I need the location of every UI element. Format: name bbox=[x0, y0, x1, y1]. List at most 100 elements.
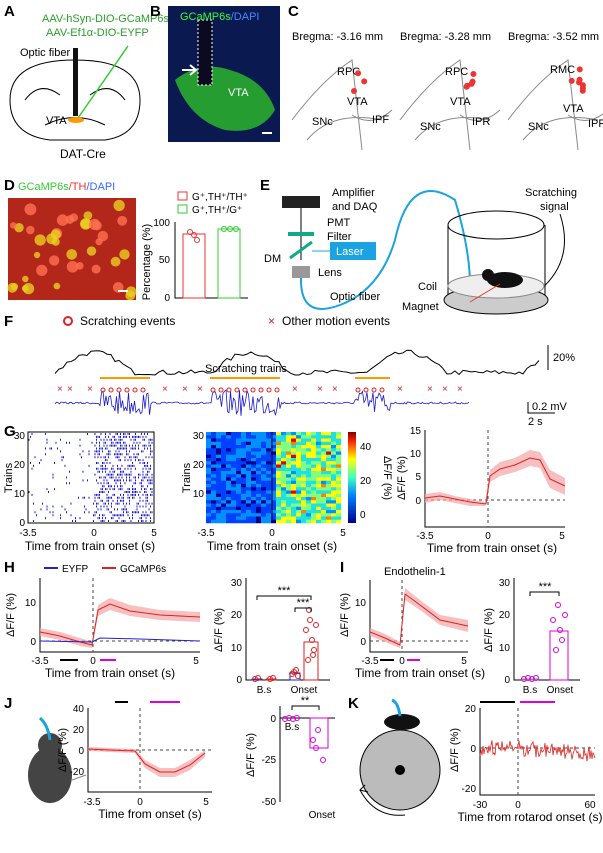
heat-cell bbox=[316, 477, 322, 481]
heat-cell bbox=[331, 493, 337, 498]
heat-cell bbox=[286, 432, 292, 436]
heat-cell bbox=[316, 490, 322, 494]
heat-cell bbox=[291, 438, 297, 442]
device-label: Coil bbox=[418, 281, 437, 293]
heat-cell bbox=[246, 484, 252, 488]
heat-cell bbox=[326, 503, 332, 507]
panel-label: A bbox=[4, 3, 15, 20]
heat-cell bbox=[301, 506, 307, 511]
device-label: PMT bbox=[327, 217, 351, 229]
heat-cell bbox=[291, 490, 297, 494]
heat-cell bbox=[306, 519, 312, 524]
heat-cell bbox=[241, 513, 247, 517]
heat-cell bbox=[256, 484, 262, 488]
heat-cell bbox=[321, 477, 327, 481]
heat-cell bbox=[276, 490, 282, 494]
heat-cell bbox=[261, 519, 267, 524]
virus: AAV-hSyn-DIO-GCaMP6s bbox=[42, 13, 169, 25]
bar bbox=[182, 233, 206, 299]
tick-label: -30 bbox=[473, 800, 488, 811]
heat-cell bbox=[306, 510, 312, 514]
heat-cell bbox=[206, 471, 212, 475]
heat-cell bbox=[206, 513, 212, 517]
tick-label: 10 bbox=[231, 643, 243, 654]
heat-cell bbox=[231, 480, 237, 485]
heat-cell bbox=[286, 480, 292, 485]
heat-cell bbox=[216, 497, 222, 501]
significance: *** bbox=[539, 581, 553, 593]
heat-cell bbox=[241, 435, 247, 439]
heat-cell bbox=[216, 441, 222, 446]
heat-cell bbox=[221, 448, 227, 452]
heat-cell bbox=[251, 503, 257, 507]
heat-cell bbox=[221, 510, 227, 514]
heat-cell bbox=[211, 467, 217, 472]
cell bbox=[33, 251, 41, 259]
heat-cell bbox=[261, 461, 267, 465]
heat-cell bbox=[256, 490, 262, 494]
heat-cell bbox=[281, 490, 287, 494]
heat-cell bbox=[306, 474, 312, 478]
heat-cell bbox=[306, 435, 312, 439]
motion-event: × bbox=[197, 384, 203, 395]
tick-label: 0 bbox=[91, 528, 97, 539]
heat-cell bbox=[296, 490, 302, 494]
heat-cell bbox=[306, 503, 312, 507]
scale-label: 20% bbox=[553, 352, 575, 364]
heat-cell bbox=[331, 451, 337, 455]
heat-cell bbox=[326, 454, 332, 459]
heat-cell bbox=[246, 471, 252, 475]
heat-cell bbox=[271, 432, 277, 436]
heat-cell bbox=[246, 510, 252, 514]
heat-cell bbox=[251, 513, 257, 517]
heat-cell bbox=[301, 451, 307, 455]
heat-cell bbox=[251, 441, 257, 446]
dot bbox=[310, 652, 316, 658]
heat-cell bbox=[211, 451, 217, 455]
heat-cell bbox=[276, 454, 282, 459]
heat-cell bbox=[231, 497, 237, 501]
heat-cell bbox=[251, 438, 257, 442]
heat-cell bbox=[336, 497, 342, 501]
heat-cell bbox=[291, 435, 297, 439]
heat-cell bbox=[206, 500, 212, 504]
heat-cell bbox=[246, 435, 252, 439]
axis-label: Time from train onset (s) bbox=[355, 666, 485, 680]
tick-label: 20 bbox=[499, 610, 511, 621]
tick-label: 0 bbox=[470, 744, 476, 755]
heat-cell bbox=[311, 458, 317, 462]
tick-label: -3.5 bbox=[83, 797, 101, 808]
mouse-icon bbox=[384, 714, 420, 730]
heat-cell bbox=[226, 464, 232, 468]
tick-label: 100 bbox=[153, 218, 170, 229]
heat-cell bbox=[211, 519, 217, 524]
heat-cell bbox=[336, 441, 342, 446]
virus: AAV-Ef1α-DIO-EYFP bbox=[46, 27, 149, 39]
heat-cell bbox=[271, 500, 277, 504]
heat-cell bbox=[236, 497, 242, 501]
heat-cell bbox=[276, 503, 282, 507]
heat-cell bbox=[311, 506, 317, 511]
heat-cell bbox=[216, 506, 222, 511]
heat-cell bbox=[271, 497, 277, 501]
tick-label: 0 bbox=[360, 510, 366, 521]
heat-cell bbox=[266, 513, 272, 517]
heat-cell bbox=[331, 432, 337, 436]
axis-label: ΔF/F (%) bbox=[213, 608, 225, 652]
panel-k: K ΔF/F (%) 20 0 -20 -30 0 60 Time from r… bbox=[348, 695, 602, 824]
heat-cell bbox=[326, 500, 332, 504]
heat-cell bbox=[311, 503, 317, 507]
tick-label: -3.5 bbox=[197, 528, 215, 539]
heat-cell bbox=[221, 493, 227, 498]
heat-cell bbox=[236, 487, 242, 491]
device-label: Laser bbox=[336, 246, 364, 258]
heat-cell bbox=[256, 438, 262, 442]
scratch-event bbox=[266, 387, 272, 393]
heat-cell bbox=[276, 487, 282, 491]
heat-cell bbox=[261, 506, 267, 511]
heat-cell bbox=[331, 467, 337, 472]
filter bbox=[288, 232, 314, 236]
heat-cell bbox=[251, 445, 257, 449]
heat-cell bbox=[206, 484, 212, 488]
fiber-tip bbox=[576, 66, 583, 73]
